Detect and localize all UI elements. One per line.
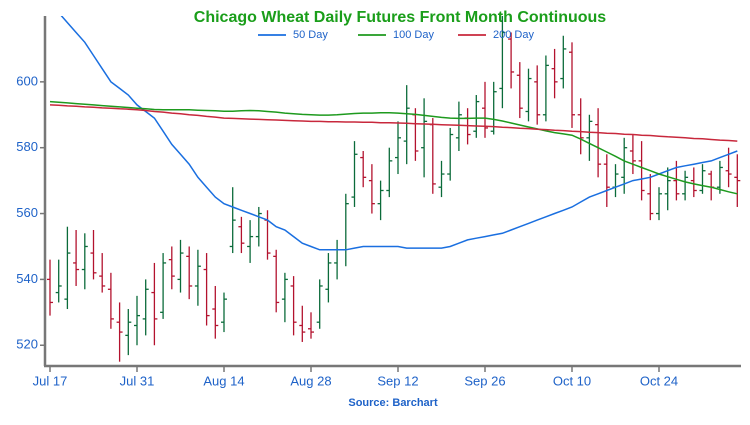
legend-label: 200 Day xyxy=(493,29,534,41)
x-tick-label: Sep 26 xyxy=(464,373,505,388)
legend-label: 100 Day xyxy=(393,29,434,41)
x-tick-label: Sep 12 xyxy=(377,373,418,388)
source: Source: Barchart xyxy=(348,397,438,409)
x-tick-label: Aug 28 xyxy=(290,373,331,388)
y-tick-label: 600 xyxy=(16,73,38,88)
x-tick-label: Oct 24 xyxy=(640,373,678,388)
ma-line xyxy=(60,16,738,251)
chart-title: Chicago Wheat Daily Futures Front Month … xyxy=(194,9,607,26)
x-tick-label: Oct 10 xyxy=(553,373,591,388)
y-tick-label: 560 xyxy=(16,205,38,220)
legend-label: 50 Day xyxy=(293,29,328,41)
y-tick-label: 580 xyxy=(16,139,38,154)
ma-line xyxy=(49,100,738,195)
ma-line xyxy=(49,104,738,142)
x-tick-label: Jul 17 xyxy=(33,373,68,388)
plot-area xyxy=(47,16,741,362)
y-tick-label: 540 xyxy=(16,271,38,286)
x-tick-label: Jul 31 xyxy=(120,373,155,388)
x-tick-label: Aug 14 xyxy=(203,373,244,388)
y-tick-label: 520 xyxy=(16,337,38,352)
